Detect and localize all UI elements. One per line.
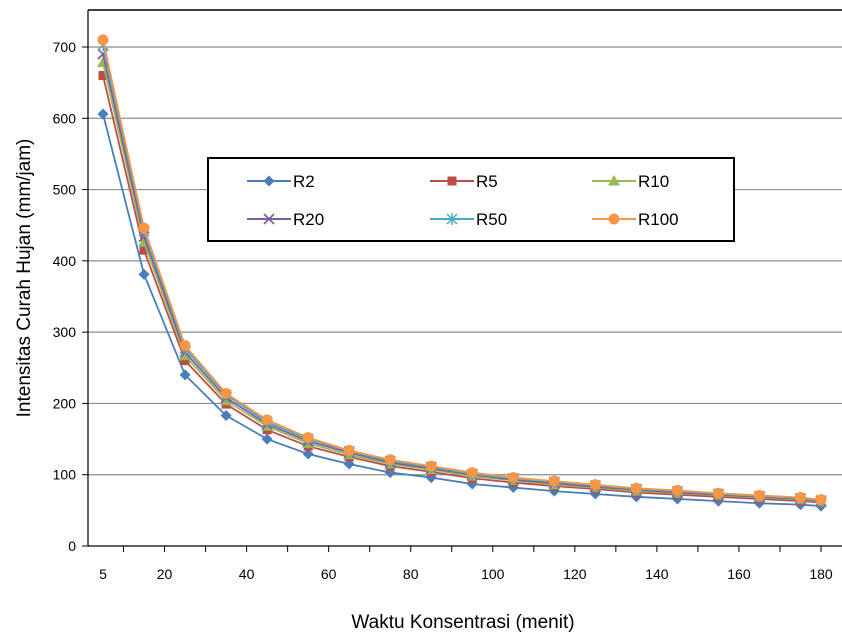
y-tick-label: 300 [53, 324, 77, 340]
legend: R2 R5 R10 R20 R50 R100 [207, 157, 735, 242]
legend-item-r2: R2 [247, 172, 315, 191]
data-point-r2 [179, 369, 191, 381]
y-tick-label: 700 [53, 39, 77, 55]
series-r10 [97, 56, 827, 507]
data-point-r100 [384, 454, 396, 466]
legend-marker [263, 175, 275, 187]
data-point-r100 [507, 472, 519, 484]
data-point-r2 [220, 410, 232, 422]
data-point-r2 [302, 448, 314, 460]
y-tick-label: 200 [53, 395, 77, 411]
data-point-r100 [466, 467, 478, 479]
legend-item-r50: R50 [430, 210, 507, 229]
legend-label: R2 [293, 172, 315, 191]
data-point-r100 [220, 387, 232, 399]
legend-marker [608, 175, 620, 186]
data-point-r2 [97, 108, 109, 120]
legend-item-r100: R100 [592, 210, 679, 229]
data-point-r100 [548, 475, 560, 487]
series-r50 [97, 38, 827, 507]
data-point-r100 [179, 340, 191, 352]
data-point-r100 [589, 479, 601, 491]
data-point-r2 [138, 268, 150, 280]
series-layer [97, 34, 827, 512]
x-tick-label: 5 [99, 566, 107, 582]
x-tick-label: 160 [727, 566, 751, 582]
x-axis-title: Waktu Konsentrasi (menit) [351, 612, 574, 633]
series-line-r10 [102, 62, 822, 503]
x-tick-label: 140 [645, 566, 669, 582]
legend-box [207, 157, 735, 242]
legend-label: R5 [476, 172, 498, 191]
data-point-r100 [753, 489, 765, 501]
series-r20 [97, 48, 827, 507]
data-point-r100 [630, 482, 642, 494]
data-point-r5 [139, 245, 149, 255]
data-point-r100 [794, 492, 806, 504]
x-tick-label: 180 [809, 566, 833, 582]
data-point-r10 [179, 349, 192, 361]
legend-marker [608, 213, 620, 225]
legend-label: R20 [293, 210, 324, 229]
legend-item-r10: R10 [592, 172, 669, 191]
data-point-r100 [425, 460, 437, 472]
series-line-r20 [102, 53, 822, 502]
data-point-r100 [815, 494, 827, 506]
data-point-r100 [302, 432, 314, 444]
y-tick-label: 500 [53, 182, 77, 198]
data-point-r5 [180, 356, 190, 366]
data-point-r100 [343, 444, 355, 456]
y-tick-label: 600 [53, 110, 77, 126]
y-tick-label: 400 [53, 253, 77, 269]
legend-label: R50 [476, 210, 507, 229]
data-point-r100 [671, 484, 683, 496]
y-tick-label: 0 [68, 538, 76, 554]
legend-label: R10 [638, 172, 669, 191]
legend-item-r5: R5 [430, 172, 498, 191]
x-tick-label: 40 [239, 566, 255, 582]
legend-label: R100 [638, 210, 679, 229]
legend-marker [263, 213, 275, 225]
x-tick-label: 120 [563, 566, 587, 582]
legend-marker [446, 213, 458, 225]
series-line-r5 [102, 75, 822, 504]
x-tick-label: 20 [157, 566, 173, 582]
grid-layer [88, 46, 842, 476]
x-tick-label: 80 [403, 566, 419, 582]
data-point-r5 [98, 71, 108, 81]
data-point-r100 [261, 414, 273, 426]
data-point-r2 [261, 433, 273, 445]
x-tick-label: 60 [321, 566, 337, 582]
data-point-r100 [712, 487, 724, 499]
series-r100 [97, 34, 827, 506]
legend-marker [447, 176, 457, 186]
y-tick-label: 100 [53, 467, 77, 483]
series-line-r50 [102, 44, 822, 502]
data-point-r100 [97, 34, 109, 46]
axis-layer: 0 100 200 300 400 500 600 700 5 20 40 60 80 100 120 140… [53, 9, 842, 582]
series-line-r100 [102, 39, 822, 501]
data-point-r100 [138, 222, 150, 234]
series-r5 [98, 71, 826, 508]
marker-stroke [263, 213, 275, 225]
x-tick-label: 100 [481, 566, 505, 582]
y-axis-title: Intensitas Curah Hujan (mm/jam) [14, 139, 35, 418]
marker-stroke [97, 48, 109, 60]
legend-item-r20: R20 [247, 210, 324, 229]
